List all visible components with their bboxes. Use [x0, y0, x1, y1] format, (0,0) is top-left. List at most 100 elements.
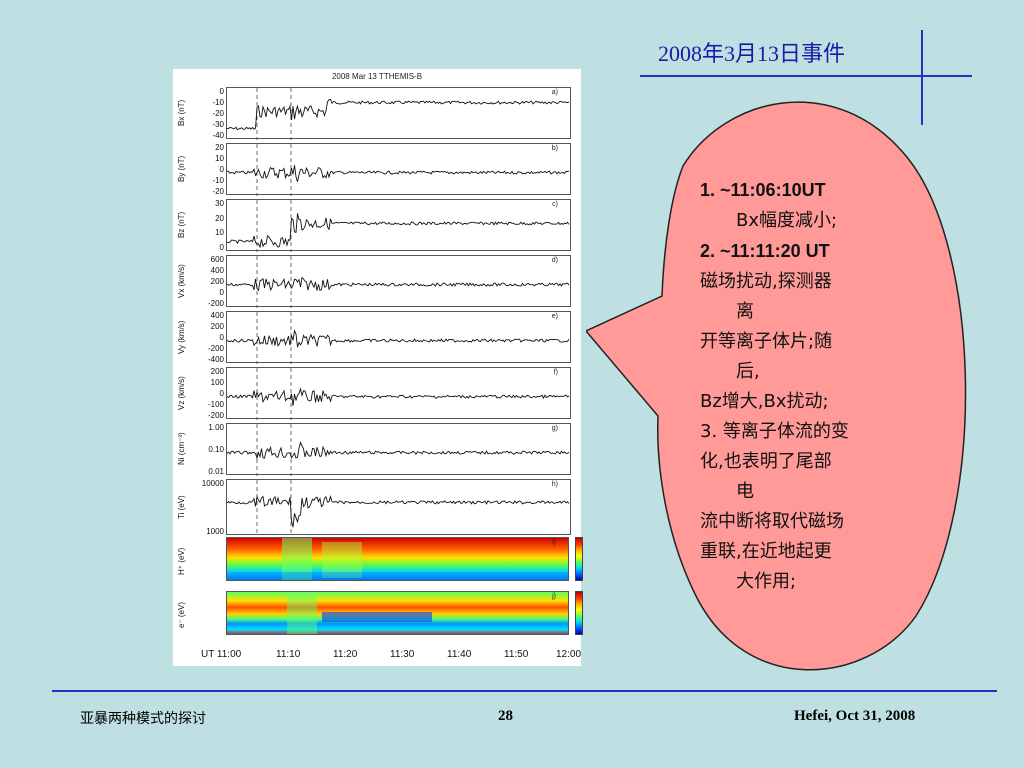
- callout-line: 开等离子体片;随: [700, 331, 833, 352]
- spectrogram-ions-ylabel: H⁺ (eV): [177, 547, 186, 575]
- time-tick-3: 11:30: [390, 649, 415, 660]
- panel-label: c): [552, 201, 558, 208]
- panel-d: d): [226, 255, 571, 308]
- panel-label: b): [551, 145, 558, 152]
- callout-line: 后,: [736, 361, 760, 382]
- panel-tick-label: 600: [210, 255, 224, 264]
- panel-tick-label: 0.10: [208, 445, 224, 454]
- panel-tick-label: -200: [207, 411, 224, 420]
- time-tick-0: UT 11:00: [201, 649, 242, 660]
- panel-tick-label: -20: [212, 187, 224, 196]
- panel-trace-3: [227, 256, 570, 308]
- panel-ylabel: Vz (km/s): [177, 376, 186, 410]
- panel-trace-5: [227, 368, 570, 420]
- panel-label: d): [551, 257, 558, 264]
- panel-tick-label: 400: [210, 266, 224, 275]
- panel-tick-label: 10: [215, 154, 224, 163]
- callout-line: 离: [736, 301, 754, 322]
- panel-label: h): [551, 481, 558, 488]
- colorbar-electrons: [575, 591, 583, 635]
- callout-line: 流中断将取代磁场: [700, 511, 844, 532]
- panel-tick-label: 20: [215, 213, 224, 223]
- time-tick-4: 11:40: [447, 649, 472, 660]
- panel-ylabel: Vx (km/s): [177, 264, 186, 298]
- panel-tick-label: 400: [210, 311, 224, 320]
- callout-line: 化,也表明了尾部: [700, 451, 832, 472]
- time-axis: UT 11:00 11:10 11:20 11:30 11:40 11:50 1…: [173, 649, 581, 663]
- panel-ylabel: Ti (eV): [177, 495, 186, 519]
- title-cross-vertical: [921, 30, 923, 125]
- panel-tick-label: -30: [212, 120, 224, 129]
- panel-trace-2: [227, 200, 570, 252]
- panel-tick-label: 0: [219, 389, 224, 398]
- footer-venue-date: Hefei, Oct 31, 2008: [794, 708, 916, 724]
- title-underline: [640, 75, 972, 77]
- callout-text: 1. ~11:06:10UT Bx幅度减小; 2. ~11:11:20 UT 磁场扰动…: [700, 175, 920, 597]
- panel-trace-0: [227, 88, 570, 140]
- panel-tick-label: -10: [212, 176, 224, 185]
- spectrogram-electrons: j): [226, 591, 569, 635]
- figure-title: 2008 Mar 13 TTHEMIS-B: [331, 72, 423, 81]
- slide-title: 2008年3月13日事件: [658, 41, 846, 66]
- panel-ylabel: Bx (nT): [177, 99, 186, 127]
- panel-tick-label: 0: [219, 288, 224, 297]
- panel-tick-label: 100: [210, 378, 224, 387]
- panel-tick-label: -10: [212, 98, 224, 107]
- panel-tick-label: 0: [219, 243, 224, 252]
- panel-tick-label: 10000: [201, 479, 224, 488]
- callout-line: 2. ~11:11:20 UT: [700, 241, 830, 261]
- panel-tick-label: 1.00: [208, 423, 224, 432]
- panel-label: g): [551, 425, 558, 432]
- panel-label: f): [553, 369, 558, 376]
- callout-line: 大作用;: [736, 571, 797, 592]
- panel-tick-label: 0.01: [208, 467, 224, 476]
- panel-g: g): [226, 423, 571, 476]
- panel-c: c): [226, 199, 571, 252]
- panel-tick-label: 20: [215, 143, 224, 152]
- panel-ylabel: Ni (cm⁻³): [177, 432, 186, 466]
- callout-bubble: [586, 101, 967, 671]
- time-tick-1: 11:10: [276, 649, 301, 660]
- spectrogram-ions-label: i): [552, 539, 556, 546]
- panel-label: e): [551, 313, 558, 320]
- panel-tick-label: 200: [210, 367, 224, 376]
- panel-trace-6: [227, 424, 570, 476]
- panel-tick-label: -20: [212, 109, 224, 118]
- footer-page-number: 28: [498, 708, 513, 724]
- panel-f: f): [226, 367, 571, 420]
- spectrogram-ions-image: [227, 538, 568, 580]
- panel-tick-label: 1000: [206, 527, 224, 536]
- time-tick-5: 11:50: [504, 649, 529, 660]
- panel-tick-label: -100: [207, 400, 224, 409]
- panel-tick-label: -400: [207, 355, 224, 364]
- panel-ylabel: Bz (nT): [177, 211, 186, 239]
- callout-line: 重联,在近地起更: [700, 541, 832, 562]
- panel-a: a): [226, 87, 571, 140]
- callout-line: Bz增大,Bx扰动;: [700, 391, 829, 412]
- panel-label: a): [551, 89, 558, 96]
- panel-tick-label: 10: [215, 228, 224, 238]
- spectrogram-electrons-ylabel: e⁻ (eV): [177, 602, 186, 629]
- spectrogram-electrons-label: j): [552, 593, 556, 600]
- panel-tick-label: 0: [219, 333, 224, 342]
- panel-tick-label: 0: [219, 165, 224, 174]
- callout-line: 电: [736, 481, 754, 502]
- panel-ylabel: By (nT): [177, 155, 186, 183]
- time-tick-6: 12:00: [556, 649, 582, 660]
- panel-tick-label: 200: [210, 322, 224, 331]
- callout-line: 3. 等离子体流的变: [700, 421, 849, 442]
- panel-trace-4: [227, 312, 570, 364]
- panel-tick-label: -200: [207, 344, 224, 353]
- panel-tick-label: -40: [212, 131, 224, 140]
- panel-tick-label: 0: [219, 87, 224, 96]
- panel-tick-label: -200: [207, 299, 224, 308]
- callout-line: Bx幅度减小;: [736, 210, 838, 231]
- footer-topic: 亚暴两种模式的探讨: [80, 711, 206, 727]
- panel-trace-1: [227, 144, 570, 196]
- panel-tick-label: 200: [210, 277, 224, 286]
- colorbar-ions: [575, 537, 583, 581]
- time-tick-2: 11:20: [333, 649, 358, 660]
- callout-line: 磁场扰动,探测器: [700, 271, 832, 292]
- panel-tick-label: 30: [215, 199, 224, 208]
- panel-b: b): [226, 143, 571, 196]
